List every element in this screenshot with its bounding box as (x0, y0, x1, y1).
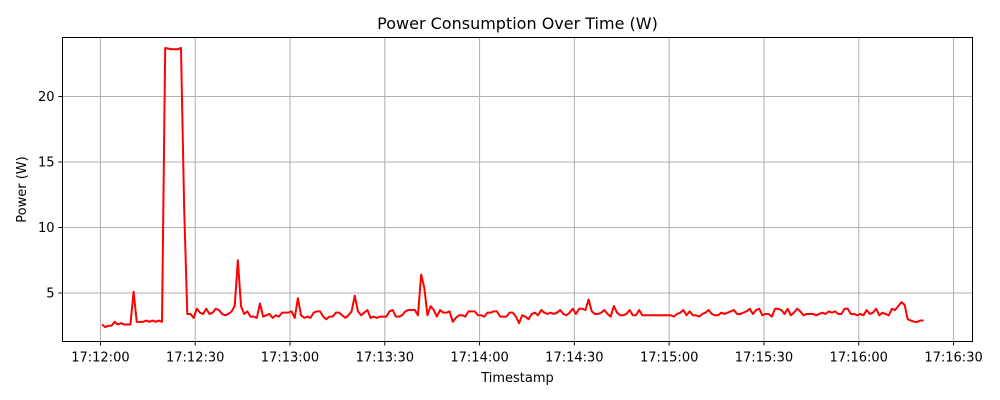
y-axis-label: Power (W) (15, 156, 30, 222)
plot-frame (62, 37, 973, 342)
x-tick-label: 17:12:30 (166, 351, 224, 366)
y-tick-label: 20 (38, 90, 55, 105)
x-tick-label: 17:13:00 (261, 351, 319, 366)
x-tick-label: 17:13:30 (356, 351, 414, 366)
x-axis-ticks: 17:12:00 17:12:30 17:13:00 17:13:30 17:14:00… (71, 341, 983, 366)
x-axis-label: Timestamp (480, 371, 554, 386)
x-tick-label: 17:16:00 (830, 351, 888, 366)
x-tick-label: 17:15:30 (735, 351, 793, 366)
grid-lines (62, 37, 973, 342)
y-tick-label: 10 (38, 221, 55, 236)
chart-title: Power Consumption Over Time (W) (377, 14, 658, 33)
y-tick-label: 15 (38, 155, 55, 170)
y-axis-ticks: 5 10 15 20 (38, 90, 63, 302)
x-tick-label: 17:15:00 (640, 351, 698, 366)
x-tick-label: 17:14:00 (450, 351, 508, 366)
power-series-line (101, 46, 924, 329)
y-tick-label: 5 (46, 287, 54, 302)
x-tick-label: 17:14:30 (545, 351, 603, 366)
x-tick-label: 17:16:30 (924, 351, 982, 366)
x-tick-label: 17:12:00 (71, 351, 129, 366)
